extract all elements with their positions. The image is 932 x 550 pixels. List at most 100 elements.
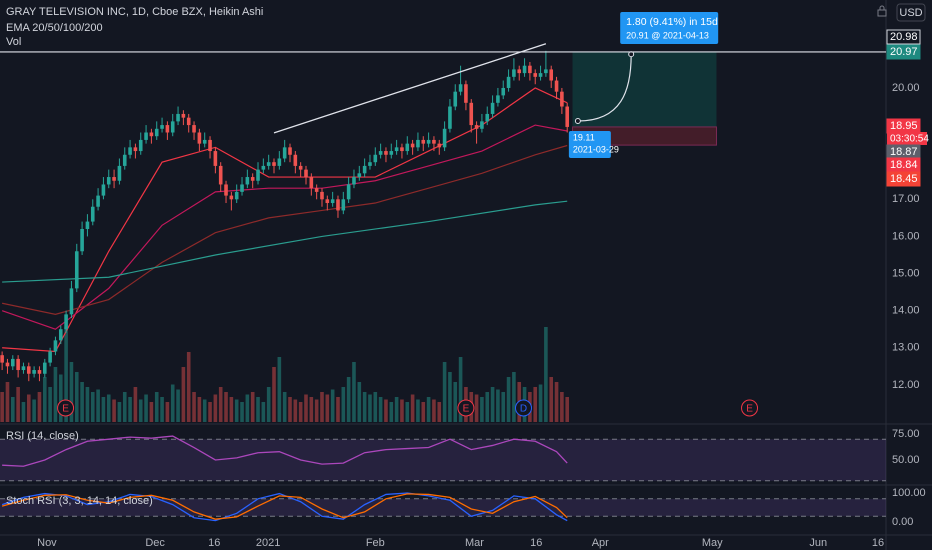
volume-bar xyxy=(32,399,36,422)
volume-bar xyxy=(506,377,511,422)
y-tick-label: 20.00 xyxy=(892,82,920,94)
candle-body xyxy=(304,169,308,178)
volume-bar xyxy=(117,402,122,422)
candle-body xyxy=(538,73,543,77)
volume-bar xyxy=(293,399,298,422)
candle-body xyxy=(16,358,20,371)
volume-bar xyxy=(5,382,10,422)
price-tag-label: 18.45 xyxy=(890,173,918,185)
candle-body xyxy=(42,362,47,374)
candle-body xyxy=(458,84,463,92)
volume-bar xyxy=(245,394,250,422)
volume-bar xyxy=(250,392,255,422)
volume-bar xyxy=(512,372,516,422)
volume-bar xyxy=(309,397,314,422)
candle-body xyxy=(389,151,394,155)
volume-bar xyxy=(533,387,538,422)
volume-bar xyxy=(496,389,500,422)
candle-body xyxy=(144,132,148,140)
volume-bar xyxy=(480,397,484,422)
volume-bar xyxy=(149,402,154,422)
forecast-start-price: 19.11 xyxy=(573,132,595,142)
volume-bar xyxy=(261,402,266,422)
volume-bar xyxy=(565,397,570,422)
volume-bar xyxy=(288,397,292,422)
volume-bar xyxy=(341,387,346,422)
volume-bar xyxy=(26,394,31,422)
volume-bar xyxy=(266,387,271,422)
volume-bar xyxy=(458,357,463,422)
volume-bar xyxy=(53,367,58,422)
candle-body xyxy=(517,69,522,74)
volume-bar xyxy=(544,327,548,422)
volume-bar xyxy=(437,402,442,422)
currency-button[interactable] xyxy=(896,3,926,22)
candle-body xyxy=(10,358,15,367)
x-tick-label: 2021 xyxy=(256,537,280,549)
forecast-end-detail: 20.91 @ 2021-04-13 xyxy=(626,30,709,40)
volume-bar xyxy=(352,362,356,422)
plot-area: 19.11 2021-03-29 1.80 (9.41%) in 15d 20.91 … xyxy=(0,12,886,522)
volume-bar xyxy=(421,402,426,422)
candle-body xyxy=(442,128,447,148)
y-tick-label: 15.00 xyxy=(892,267,920,279)
x-tick-label: Dec xyxy=(145,537,165,549)
candle-body xyxy=(405,143,410,152)
candle-body xyxy=(261,165,266,170)
lock-icon-shackle xyxy=(879,5,885,10)
y-tick-label: 50.00 xyxy=(892,454,920,466)
indicator-line xyxy=(2,435,568,467)
volume-bar xyxy=(448,372,452,422)
band-fill xyxy=(0,498,886,517)
volume-bar xyxy=(58,374,63,422)
volume-bar xyxy=(426,397,431,422)
candle-body xyxy=(282,147,287,159)
event-label: D xyxy=(520,404,527,415)
volume-bar xyxy=(21,402,26,422)
candle-body xyxy=(522,65,527,74)
price-tag-label: 18.84 xyxy=(890,159,918,171)
candle-body xyxy=(346,184,351,200)
volume-bar xyxy=(69,362,74,422)
candle-body xyxy=(197,132,202,144)
candle-body xyxy=(336,199,340,211)
forecast-start-date: 2021-03-29 xyxy=(573,144,619,154)
candle-body xyxy=(133,147,138,152)
candle-body xyxy=(96,195,100,207)
volume-bar xyxy=(181,367,186,422)
y-tick-label: 100.00 xyxy=(892,487,926,499)
x-tick-label: 16 xyxy=(872,537,884,549)
volume-bar xyxy=(442,362,447,422)
volume-bar xyxy=(208,402,212,422)
candle-body xyxy=(266,162,271,166)
volume-bar xyxy=(128,397,132,422)
volume-bar xyxy=(90,392,95,422)
candle-body xyxy=(58,329,63,341)
volume-bar xyxy=(373,392,378,422)
volume-bar xyxy=(16,387,20,422)
candle-body xyxy=(170,121,175,133)
event-marker xyxy=(514,399,532,417)
candle-body xyxy=(5,362,10,367)
candle-body xyxy=(480,121,484,129)
candle-body xyxy=(202,139,207,144)
candle-body xyxy=(410,143,415,148)
candle-body xyxy=(224,184,228,196)
candle-body xyxy=(373,154,378,163)
candle-body xyxy=(533,73,538,77)
candle-body xyxy=(474,125,479,129)
candle-body xyxy=(37,370,42,374)
candle-body xyxy=(229,195,234,200)
volume-bar xyxy=(298,402,303,422)
volume-bar xyxy=(122,392,127,422)
candle-body xyxy=(250,177,255,181)
volume-bar xyxy=(384,399,388,422)
volume-bar xyxy=(160,397,164,422)
lock-icon[interactable] xyxy=(877,9,887,17)
volume-bar xyxy=(176,389,180,422)
volume-bar xyxy=(256,397,260,422)
ema-line xyxy=(2,87,568,353)
price-tag-label: 18.87 xyxy=(890,146,918,158)
currency-label[interactable]: USD xyxy=(899,7,922,19)
volume-bar xyxy=(362,392,367,422)
